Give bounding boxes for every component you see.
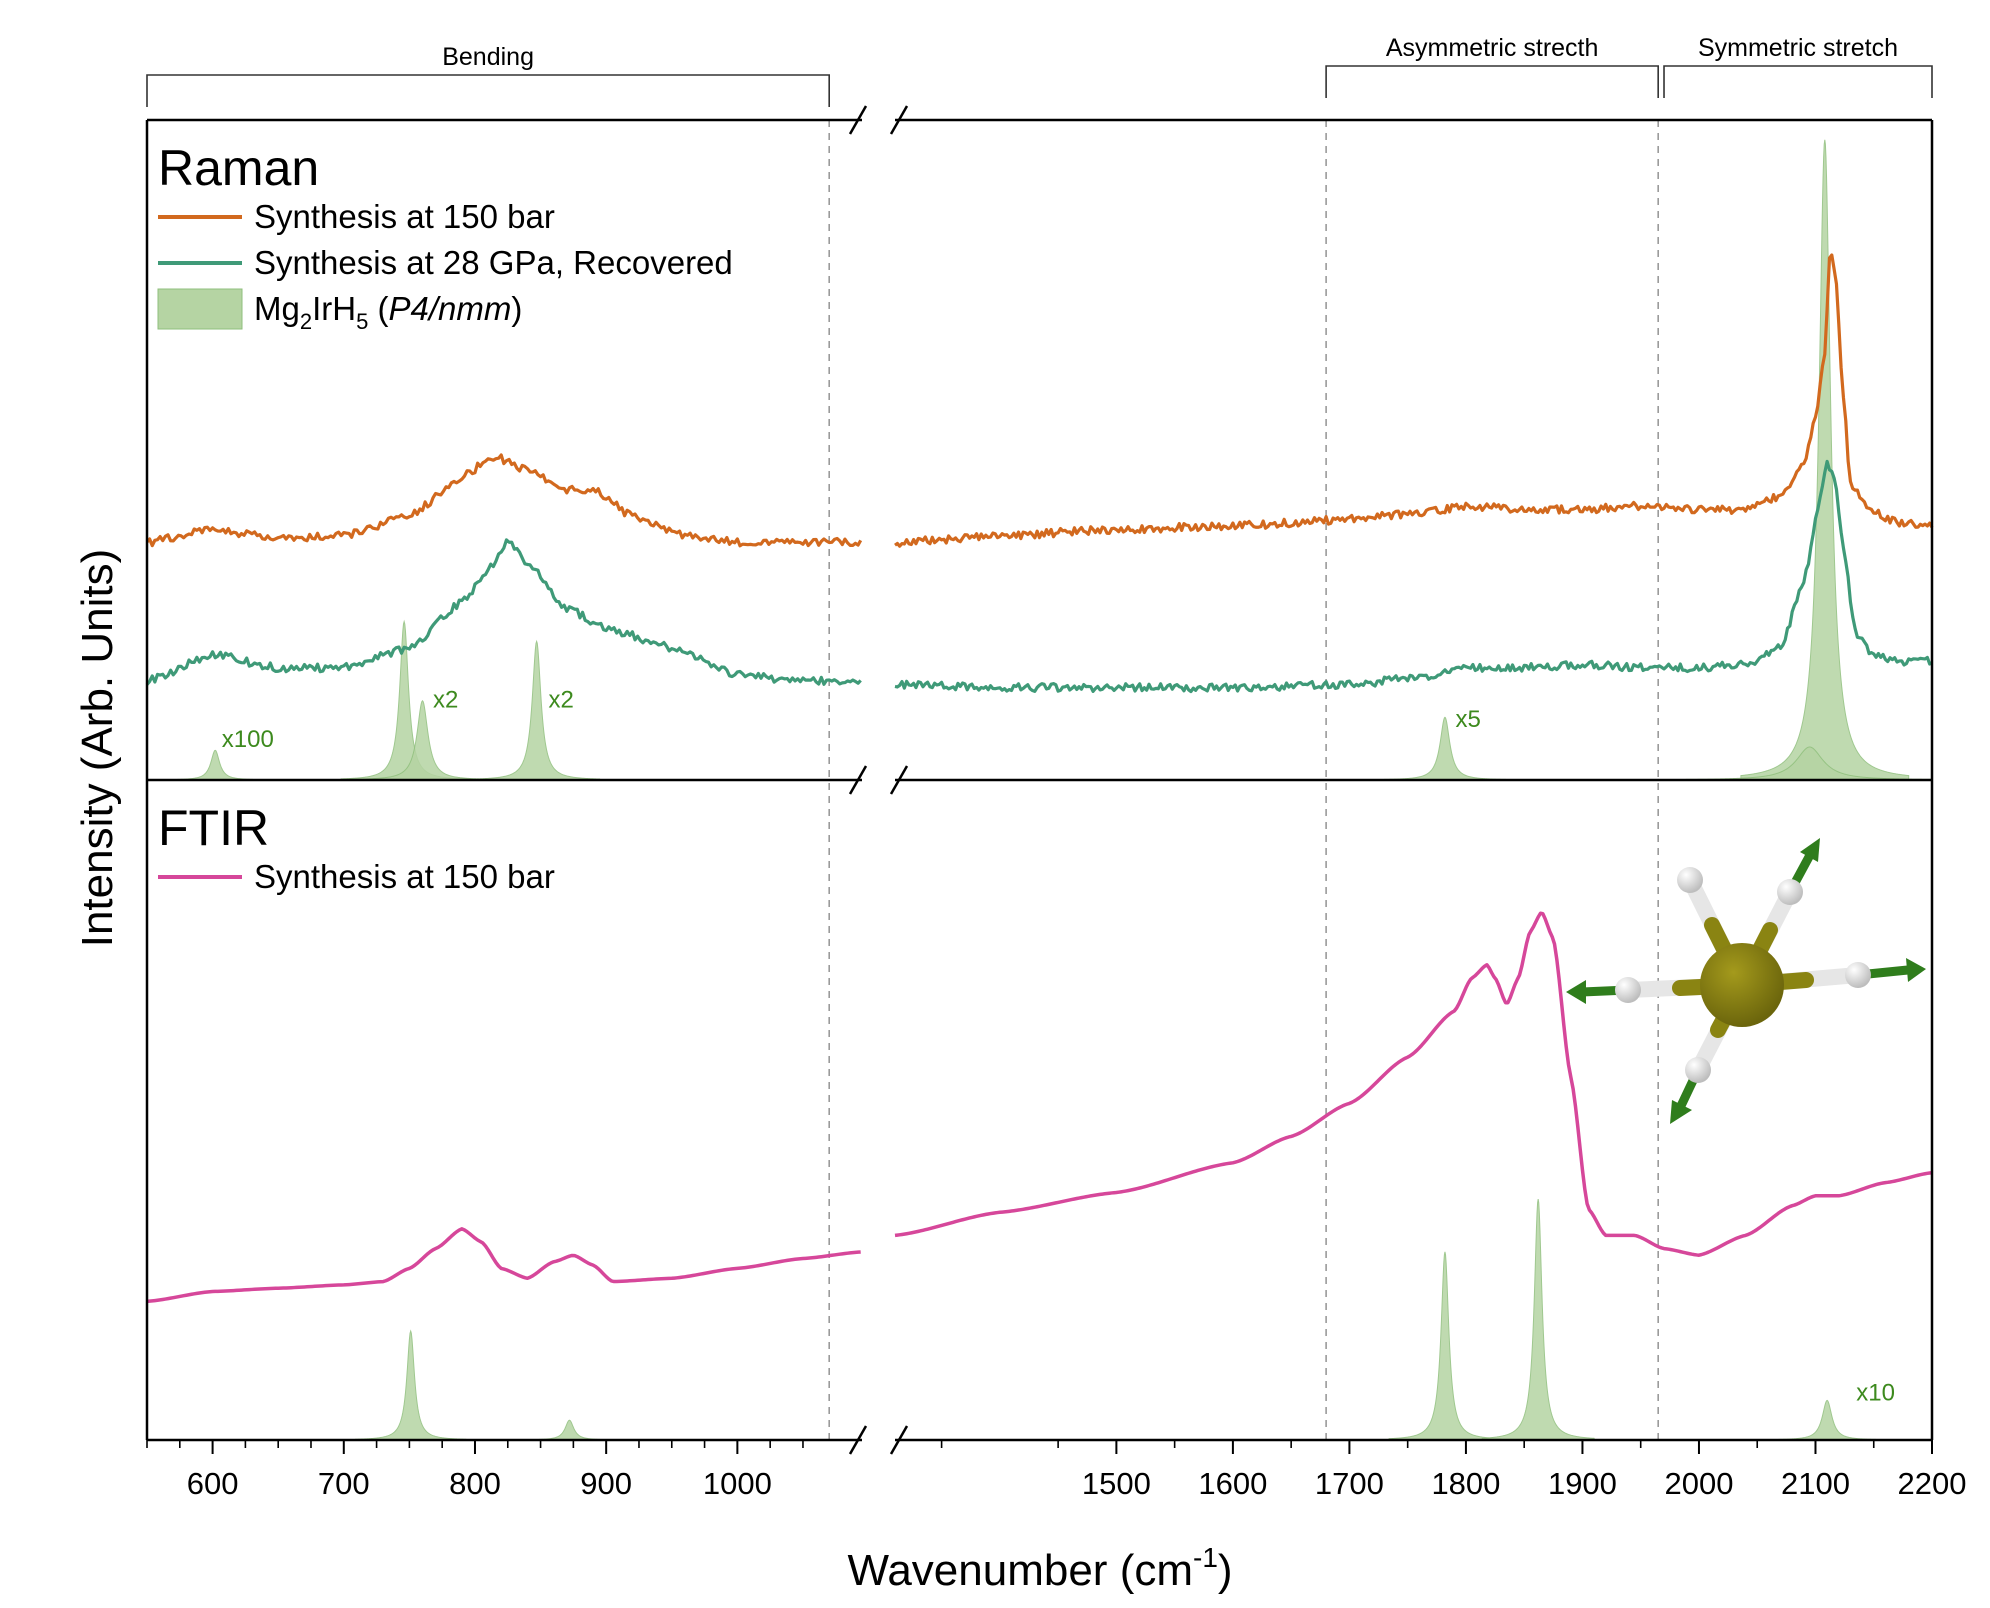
panel-title: Raman [158,140,319,196]
x-tick-label: 800 [449,1466,501,1501]
peak-multiplier-label: x2 [433,686,458,713]
x-tick-label: 2200 [1898,1466,1967,1501]
axis-break-mark [848,105,868,135]
spectrum-line-teal [894,459,1933,694]
legend-label: Synthesis at 150 bar [254,858,555,895]
axes-frame [145,105,1934,1455]
region-bracket [1325,65,1659,98]
panel-title: FTIR [158,800,269,856]
peak-annotations: x100 x2 x2 x5 x10 [222,686,1895,1406]
axis-break-mark [848,765,868,795]
calculated-peak [355,1329,467,1441]
peak-multiplier-label: x5 [1455,706,1480,733]
region-label: Symmetric stretch [1698,34,1898,62]
x-tick-label: 1600 [1198,1466,1267,1501]
peak-multiplier-label: x2 [548,686,573,713]
calculated-peak [1481,1199,1595,1441]
peak-multiplier-label: x100 [222,726,274,753]
x-tick-label: 1000 [703,1466,772,1501]
axis-break-mark [889,765,909,795]
region-label: Bending [442,43,534,71]
x-tick-label: 1700 [1315,1466,1384,1501]
spectrum-line-teal [145,538,862,686]
calculated-peak [1374,716,1516,781]
calculated-peaks [151,139,1933,1441]
y-axis-label: Intensity (Arb. Units) [73,549,122,948]
x-tick-label: 2100 [1781,1466,1850,1501]
axis-break-mark [889,105,909,135]
x-tick-label: 900 [580,1466,632,1501]
calculated-peak [1388,1251,1502,1441]
molecule-illustration [1566,838,1926,1124]
calculated-peak [473,639,601,781]
axis-break-mark [848,1425,868,1455]
region-label: Asymmetric strecth [1386,34,1599,62]
legend-swatch-fill [157,288,243,330]
calculated-peak [505,1419,633,1441]
legend-label: Synthesis at 28 GPa, Recovered [254,244,733,281]
calculated-peak [1740,139,1910,781]
x-tick-label: 1500 [1082,1466,1151,1501]
spectrum-line-pink [894,911,1933,1257]
spectrum-line-orange [894,253,1934,548]
x-tick-label: 2000 [1664,1466,1733,1501]
region-bracket [146,74,831,107]
spectra-lines [145,253,1934,1304]
x-tick-label: 1800 [1431,1466,1500,1501]
calculated-peak [343,700,502,781]
spectrum-line-pink [146,1227,861,1304]
calculated-peak [151,749,279,781]
x-tick-label: 1900 [1548,1466,1617,1501]
x-axis-ticks: 600 700 800 900 1000 1500 1600 1700 1800 1900 2000… [146,1440,1967,1501]
legend-label: Mg2IrH5 (P4/nmm) [254,290,522,334]
peak-multiplier-label: x10 [1856,1379,1895,1406]
x-tick-label: 600 [187,1466,239,1501]
region-bracket [1663,65,1933,98]
axis-break-mark [889,1425,909,1455]
region-brackets: Bending Asymmetric strecth Symmetric stret… [146,34,1933,107]
x-tick-label: 700 [318,1466,370,1501]
legend-label: Synthesis at 150 bar [254,198,555,235]
spectrum-line-orange [145,453,863,548]
x-axis-label: Wavenumber (cm-1) [847,1542,1232,1595]
